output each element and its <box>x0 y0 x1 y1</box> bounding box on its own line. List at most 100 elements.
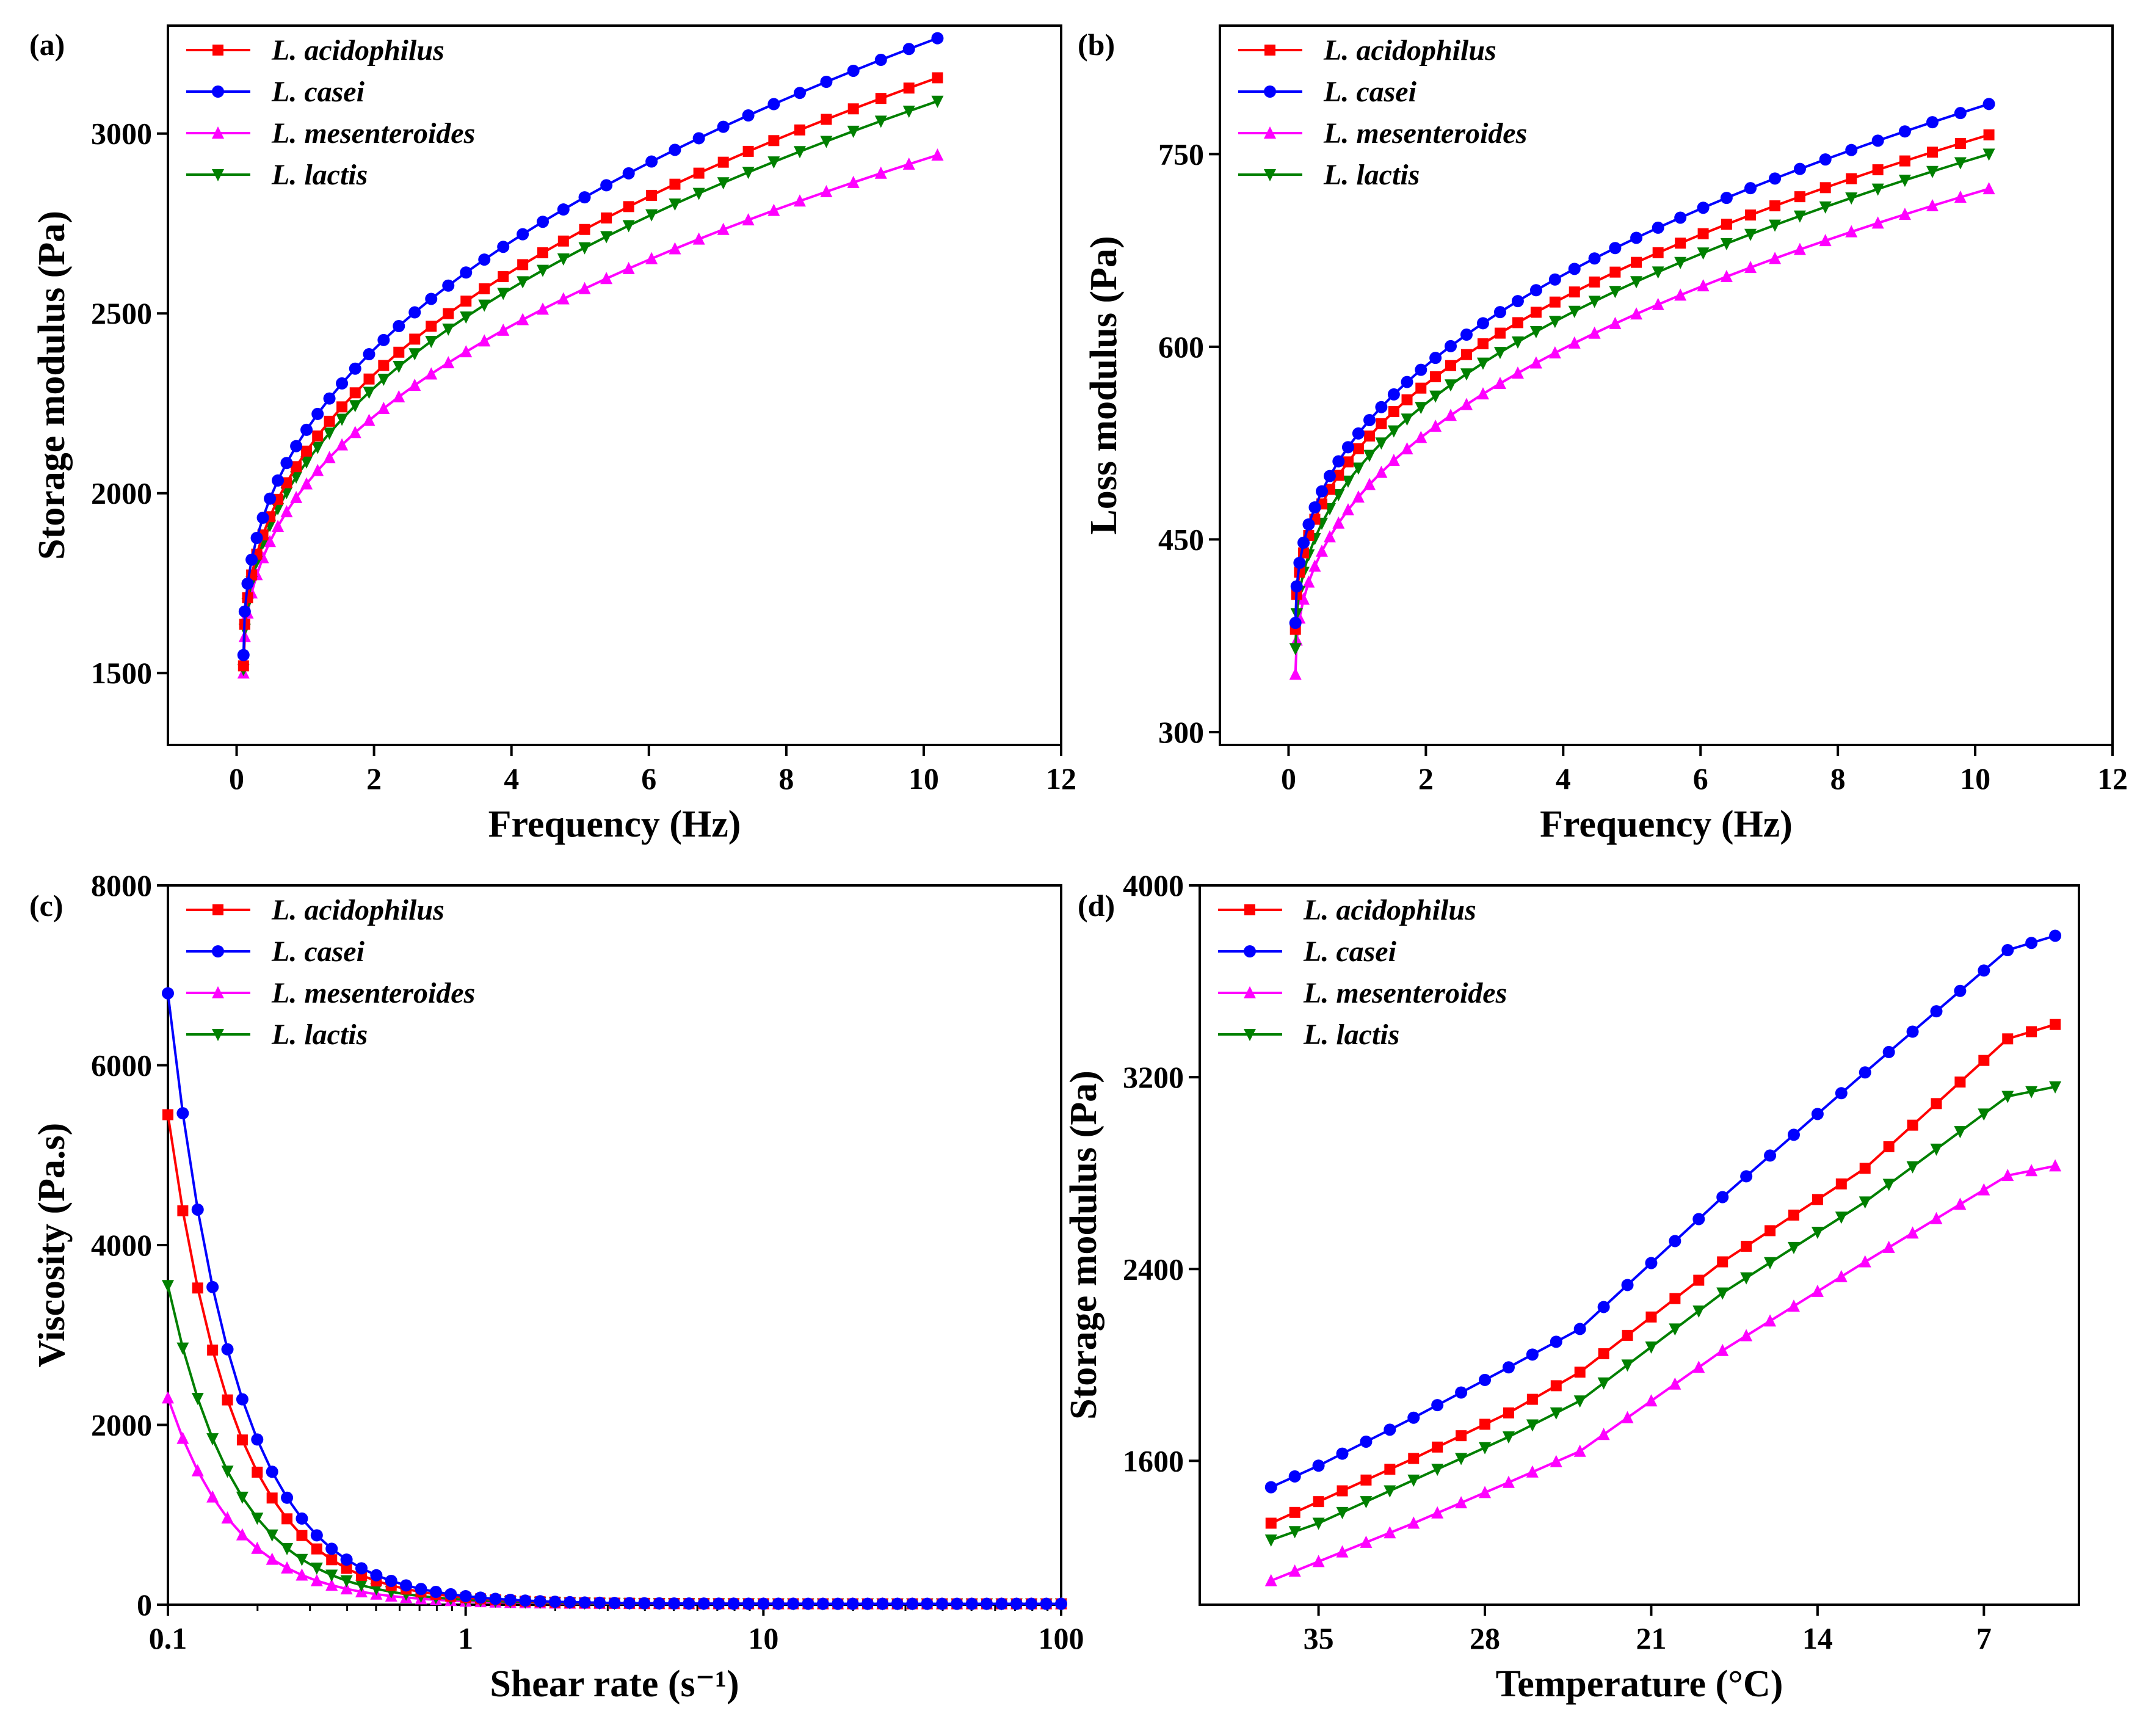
legend: L. acidophilus L. casei L. mesenteroides L.… <box>1218 894 1507 1051</box>
data-point <box>323 427 336 440</box>
data-point <box>1674 256 1687 269</box>
data-point <box>537 264 550 277</box>
data-point <box>1652 297 1664 310</box>
data-point <box>429 1586 442 1599</box>
data-point <box>340 1575 353 1588</box>
data-point <box>1289 643 1302 656</box>
data-point <box>310 1574 323 1586</box>
data-point <box>1429 352 1442 365</box>
data-point <box>1954 137 1966 149</box>
data-point <box>236 1528 248 1541</box>
data-point <box>1415 402 1427 415</box>
data-point <box>1455 1496 1468 1509</box>
data-point <box>479 283 490 294</box>
data-point <box>349 387 361 399</box>
data-point <box>1288 1564 1301 1577</box>
data-point <box>311 441 324 454</box>
data-point <box>802 1597 814 1610</box>
data-point <box>425 367 438 380</box>
data-point <box>742 109 755 122</box>
data-point <box>1898 175 1911 187</box>
series-l-casei <box>1264 929 2062 1494</box>
data-point <box>1720 192 1733 205</box>
data-point <box>1926 116 1939 129</box>
data-point <box>742 1597 755 1610</box>
data-point <box>478 253 491 266</box>
data-point <box>1769 200 1781 212</box>
series-l-mesenteroides <box>1264 1159 2062 1586</box>
data-point <box>378 360 390 371</box>
series-l-acidophilus <box>1265 1019 2061 1529</box>
legend-marker <box>1264 126 1276 139</box>
data-point <box>1352 427 1365 440</box>
data-point <box>1352 462 1365 475</box>
data-point <box>497 241 510 253</box>
data-point <box>1363 413 1376 426</box>
legend-marker <box>212 945 224 957</box>
data-point <box>252 1466 263 1478</box>
y-axis-title: Viscosity (Pa.s) <box>31 1123 73 1368</box>
data-point <box>250 532 263 545</box>
data-point <box>290 440 303 452</box>
x-axis-title: Shear rate (s⁻¹) <box>490 1663 739 1705</box>
data-point <box>1529 356 1542 369</box>
data-point <box>312 430 324 442</box>
data-point <box>1669 1323 1681 1336</box>
y-tick-label: 3200 <box>1123 1060 1184 1094</box>
data-point <box>742 167 755 180</box>
data-point <box>1415 382 1427 394</box>
data-point <box>478 299 491 312</box>
legend-label: L. mesenteroides <box>271 117 475 150</box>
data-point <box>176 1431 189 1444</box>
data-point <box>1479 1486 1492 1498</box>
data-point <box>1460 368 1473 381</box>
data-point <box>1568 336 1581 349</box>
data-point <box>638 1597 651 1610</box>
data-point <box>951 1597 963 1610</box>
data-point <box>1978 1055 1990 1066</box>
panel-label: (a) <box>29 27 65 62</box>
data-point <box>1289 617 1302 630</box>
data-point <box>340 1553 353 1566</box>
data-point <box>1598 1348 1609 1360</box>
data-point <box>300 423 313 436</box>
data-point <box>578 191 591 204</box>
data-point <box>1819 153 1832 166</box>
data-point <box>847 103 859 115</box>
data-point <box>1978 1183 1990 1196</box>
data-point <box>237 648 250 661</box>
data-point <box>931 148 944 161</box>
data-point <box>768 135 780 147</box>
data-point <box>1401 442 1413 455</box>
data-point <box>1289 1506 1300 1518</box>
data-point <box>1529 284 1542 297</box>
data-point <box>874 166 887 179</box>
data-point <box>1835 1211 1848 1224</box>
data-point <box>1550 1407 1562 1420</box>
data-point <box>645 209 658 222</box>
data-point <box>847 175 860 188</box>
data-point <box>601 212 612 223</box>
legend-marker <box>212 85 224 98</box>
series-l-casei <box>237 32 944 661</box>
data-point <box>1652 247 1664 258</box>
data-point <box>557 253 570 266</box>
legend-marker <box>1244 945 1256 957</box>
data-point <box>1898 125 1911 138</box>
data-point <box>336 377 349 390</box>
data-point <box>519 1594 532 1607</box>
data-point <box>311 463 324 476</box>
data-point <box>1597 1377 1610 1390</box>
x-axis-title: Frequency (Hz) <box>1540 804 1793 845</box>
data-point <box>1846 173 1857 184</box>
y-tick-label: 0 <box>137 1588 152 1622</box>
data-point <box>191 1392 204 1405</box>
data-point <box>995 1597 1008 1610</box>
data-point <box>1384 1526 1396 1539</box>
data-point <box>400 1579 413 1592</box>
legend: L. acidophilus L. casei L. mesenteroides L.… <box>1238 34 1527 191</box>
data-point <box>1720 270 1733 283</box>
data-point <box>874 54 887 67</box>
series-l-casei <box>162 987 1067 1610</box>
data-point <box>1769 172 1782 185</box>
